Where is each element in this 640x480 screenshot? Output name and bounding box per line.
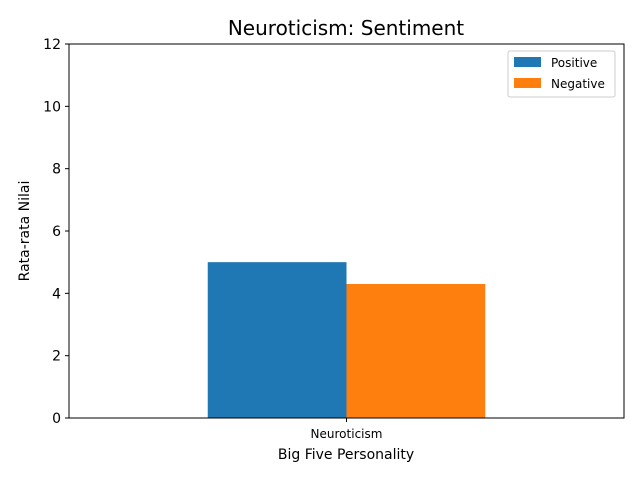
legend-label-negative: Negative — [551, 77, 605, 91]
legend-swatch-negative — [514, 78, 541, 88]
y-tick-label: 10 — [43, 99, 61, 115]
y-tick-label: 4 — [52, 286, 61, 302]
y-tick-label: 2 — [52, 349, 61, 365]
bars-group — [207, 262, 486, 418]
plot-frame — [68, 43, 625, 419]
x-tick-label: Neuroticism — [311, 427, 383, 441]
y-tick-label: 8 — [52, 162, 61, 178]
legend-swatch-positive — [514, 57, 541, 67]
x-axis-label: Big Five Personality — [278, 447, 414, 463]
y-axis: 0 2 4 6 8 10 12 — [43, 37, 69, 427]
bar-positive — [207, 262, 347, 418]
legend: Positive Negative — [507, 50, 616, 98]
y-axis-label: Rata-rata Nilai — [17, 181, 33, 282]
y-tick-label: 6 — [52, 224, 61, 240]
y-tick-label: 12 — [43, 37, 61, 53]
y-tick-label: 0 — [52, 411, 61, 427]
bar-negative — [346, 283, 486, 418]
chart-title: Neuroticism: Sentiment — [228, 16, 464, 40]
x-axis: Neuroticism — [311, 418, 383, 441]
legend-label-positive: Positive — [551, 56, 597, 70]
